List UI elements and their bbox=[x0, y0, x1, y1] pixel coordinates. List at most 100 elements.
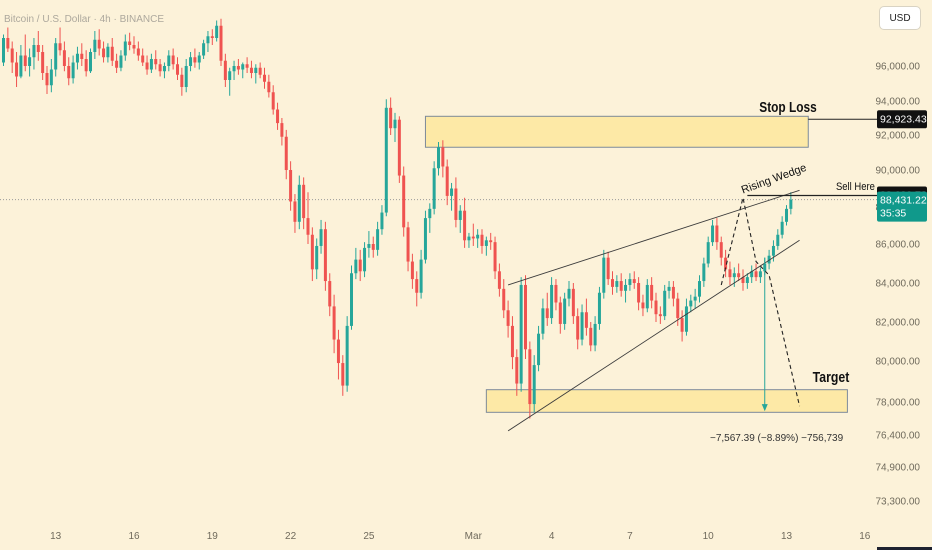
candle-body bbox=[580, 312, 584, 340]
x-tick-label: 13 bbox=[781, 531, 793, 542]
drawings bbox=[507, 189, 877, 432]
stop-loss-price-badge bbox=[877, 110, 927, 129]
candle-body bbox=[711, 225, 715, 243]
x-tick-label: 4 bbox=[549, 531, 555, 542]
candle-body bbox=[402, 175, 406, 228]
candle-body bbox=[102, 48, 106, 58]
candle-body bbox=[676, 298, 680, 319]
candle-body bbox=[249, 67, 253, 73]
candle-body bbox=[389, 107, 393, 129]
candle-body bbox=[254, 67, 258, 73]
candle-body bbox=[415, 279, 419, 293]
candle-body bbox=[89, 52, 92, 72]
candle-body bbox=[480, 234, 484, 246]
candle-body bbox=[310, 234, 314, 270]
candle-body bbox=[149, 59, 153, 70]
candle-body bbox=[602, 257, 606, 293]
measure-arrow-head bbox=[761, 404, 768, 412]
candle-body bbox=[271, 92, 275, 110]
candle-body bbox=[737, 273, 741, 278]
candle-body bbox=[141, 55, 145, 63]
x-tick-label: 16 bbox=[128, 531, 140, 542]
candle-body bbox=[454, 188, 458, 220]
candle-body bbox=[410, 261, 414, 280]
candle-body bbox=[476, 234, 480, 239]
candle-body bbox=[658, 314, 662, 317]
candle-body bbox=[193, 57, 197, 63]
candle-body bbox=[745, 277, 749, 283]
candle-body bbox=[641, 302, 645, 309]
candle-body bbox=[123, 41, 127, 56]
candle-body bbox=[715, 225, 719, 243]
candle-body bbox=[84, 59, 88, 72]
candle-body bbox=[450, 188, 454, 196]
candle-body bbox=[284, 136, 288, 170]
candle-body bbox=[611, 279, 614, 287]
symbol-title: Bitcoin / U.S. Dollar · 4h · BINANCE bbox=[4, 14, 165, 25]
candle-body bbox=[624, 284, 628, 291]
y-tick-label: 84,000.00 bbox=[876, 279, 921, 290]
candle-body bbox=[62, 50, 66, 66]
candle-body bbox=[10, 48, 14, 63]
candle-body bbox=[158, 64, 162, 72]
x-tick-label: 7 bbox=[627, 531, 633, 542]
last-price-badge-text: 88,431.22 bbox=[880, 195, 927, 207]
candle-body bbox=[145, 62, 149, 70]
candle-body bbox=[563, 298, 567, 324]
last-price-badge bbox=[877, 191, 927, 222]
candle-body bbox=[363, 247, 367, 272]
candle-body bbox=[789, 199, 793, 209]
candle-body bbox=[36, 45, 40, 52]
candle-body bbox=[732, 273, 736, 278]
candle-body bbox=[537, 333, 541, 366]
candle-body bbox=[232, 66, 236, 72]
candle-body bbox=[406, 227, 410, 262]
candle-body bbox=[2, 38, 5, 63]
candle-body bbox=[728, 269, 732, 278]
last-price-badge-text: 35:35 bbox=[880, 208, 906, 220]
candle-body bbox=[693, 296, 697, 301]
candle-body bbox=[606, 257, 610, 280]
candle-body bbox=[519, 284, 523, 384]
candle-body bbox=[15, 62, 19, 77]
candle-body bbox=[515, 357, 519, 384]
candle-body bbox=[45, 73, 49, 86]
candle-body bbox=[471, 236, 475, 239]
candle-body bbox=[571, 288, 575, 317]
candle-body bbox=[458, 210, 462, 220]
candle-body bbox=[506, 310, 510, 326]
candle-body bbox=[19, 55, 23, 77]
candle-body bbox=[741, 277, 745, 283]
candle-body bbox=[663, 290, 667, 317]
candle-body bbox=[724, 257, 728, 270]
candle-body bbox=[550, 284, 554, 319]
currency-button[interactable]: USD bbox=[879, 6, 921, 30]
candle-body bbox=[115, 60, 119, 68]
candle-body bbox=[428, 208, 432, 219]
candle-body bbox=[567, 288, 571, 299]
candle-body bbox=[445, 166, 449, 196]
candle-body bbox=[645, 284, 649, 309]
y-tick-label: 74,900.00 bbox=[876, 463, 921, 474]
y-tick-label: 90,000.00 bbox=[876, 166, 921, 177]
candle-body bbox=[32, 45, 36, 58]
candle-body bbox=[136, 48, 140, 56]
candle-body bbox=[236, 66, 240, 70]
scroll-handle bbox=[877, 547, 932, 550]
candle-body bbox=[785, 208, 788, 222]
x-axis-ticks: 1316192225Mar4710131619222528 bbox=[50, 531, 871, 542]
candle-body bbox=[423, 218, 427, 260]
candle-body bbox=[576, 316, 580, 340]
candle-body bbox=[541, 308, 545, 334]
candle-body bbox=[702, 263, 706, 282]
candle-body bbox=[354, 259, 358, 274]
candle-body bbox=[245, 64, 249, 68]
candle-body bbox=[176, 64, 179, 75]
candle-body bbox=[293, 201, 297, 222]
candle-body bbox=[206, 36, 210, 44]
x-tick-label: 10 bbox=[703, 531, 715, 542]
candle-body bbox=[706, 242, 710, 264]
